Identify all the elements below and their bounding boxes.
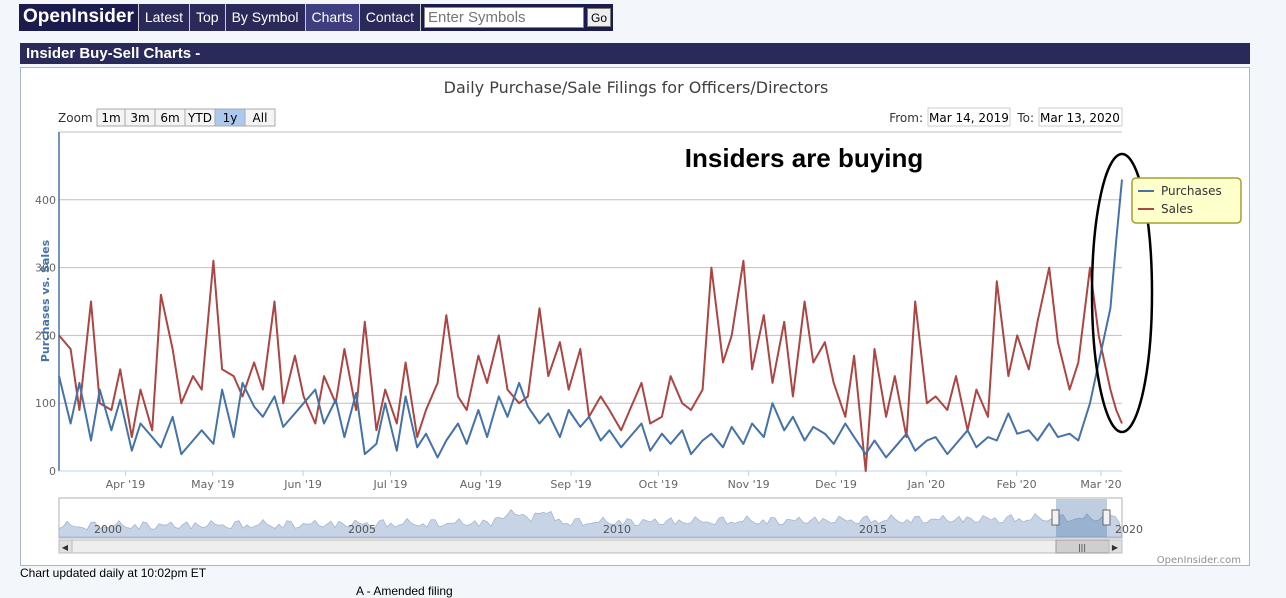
x-tick-label: Oct '19: [639, 478, 679, 491]
zoom-label: Zoom: [58, 111, 93, 125]
chart-credit[interactable]: OpenInsider.com: [1157, 555, 1241, 566]
navigator-year-label: 2015: [859, 523, 887, 536]
zoom-buttons: 1m 3m 6m YTD 1y All: [96, 108, 276, 127]
zoom-button-label: 6m: [160, 111, 179, 125]
navigator-year-label: 2000: [94, 523, 122, 536]
go-button[interactable]: Go: [586, 8, 611, 27]
x-tick-label: Jan '20: [907, 478, 945, 491]
navigator-selection[interactable]: [1056, 499, 1107, 537]
zoom-button-label: All: [253, 111, 268, 125]
series-line-purchases[interactable]: [58, 179, 1123, 459]
chart-title: Daily Purchase/Sale Filings for Officers…: [444, 78, 829, 97]
from-date-value: Mar 14, 2019: [929, 111, 1009, 125]
y-tick-label: 100: [35, 397, 56, 410]
x-tick-label: Nov '19: [728, 478, 770, 491]
y-tick-label: 400: [35, 194, 56, 207]
amended-filing-note: A - Amended filing: [356, 584, 453, 598]
nav-contact[interactable]: Contact: [360, 4, 421, 31]
nav-top[interactable]: Top: [190, 4, 226, 31]
brand-logo[interactable]: OpenInsider: [19, 4, 139, 31]
navigator-right-handle[interactable]: [1102, 509, 1111, 526]
navigator-year-label: 2005: [348, 523, 376, 536]
scroll-right-icon: ▶: [1112, 543, 1119, 552]
symbol-search-input[interactable]: [423, 7, 584, 28]
x-tick-label: Dec '19: [815, 478, 857, 491]
x-tick-label: Jun '19: [283, 478, 322, 491]
top-nav: OpenInsider Latest Top By Symbol Charts …: [19, 4, 613, 31]
legend-sales-label[interactable]: Sales: [1161, 202, 1193, 216]
y-tick-label: 200: [35, 329, 56, 342]
highlight-ellipse: [1090, 152, 1154, 434]
to-date-value: Mar 13, 2020: [1040, 111, 1120, 125]
x-tick-label: Jul '19: [373, 478, 408, 491]
scrollbar-grip-icon: |||: [1078, 543, 1086, 552]
chart-panel: Daily Purchase/Sale Filings for Officers…: [20, 67, 1250, 566]
y-axis-label: Purchases vs. Sales: [39, 239, 52, 362]
series-line-sales[interactable]: [58, 259, 1123, 472]
chart-updated-note: Chart updated daily at 10:02pm ET: [20, 566, 207, 580]
to-label: To:: [1016, 111, 1034, 125]
zoom-button-label: YTD: [187, 111, 212, 125]
navigator-years: 2000 2005 2010 2015 2020: [94, 523, 1143, 536]
zoom-button-label: 1y: [223, 111, 238, 125]
legend: Purchases Sales: [1131, 177, 1242, 224]
chart-svg: Daily Purchase/Sale Filings for Officers…: [35, 78, 1242, 566]
legend-box: [1131, 177, 1242, 224]
nav-charts[interactable]: Charts: [305, 4, 360, 31]
from-label: From:: [889, 111, 923, 125]
nav-latest[interactable]: Latest: [139, 4, 190, 31]
x-tick-label: May '19: [191, 478, 234, 491]
legend-purchases-label[interactable]: Purchases: [1161, 184, 1222, 198]
scroll-left-icon: ◀: [62, 543, 69, 552]
navigator-scrollbar[interactable]: [58, 539, 1123, 554]
nav-by-symbol[interactable]: By Symbol: [226, 4, 306, 31]
series-layer: [58, 179, 1123, 472]
navigator-year-label: 2020: [1115, 523, 1143, 536]
zoom-button-all[interactable]: [244, 108, 276, 127]
insiders-buying-annotation: Insiders are buying: [685, 143, 923, 173]
navigator: 2000 2005 2010 2015 2020 ◀ ||| ▶: [58, 497, 1143, 554]
x-ticks: Apr '19 May '19 Jun '19 Jul '19 Aug '19 Sep '…: [59, 470, 1122, 491]
scroll-right-button[interactable]: [1108, 539, 1123, 554]
section-title: Insider Buy-Sell Charts -: [20, 43, 1250, 64]
x-tick-label: Mar '20: [1080, 478, 1121, 491]
y-ticks: 0 100 200 300 400: [35, 194, 56, 478]
zoom-button-label: 3m: [130, 111, 149, 125]
search-box: Go: [420, 4, 613, 31]
navigator-year-label: 2010: [603, 523, 631, 536]
zoom-button-label: 1m: [101, 111, 120, 125]
y-tick-label: 0: [49, 465, 56, 478]
navigator-left-handle[interactable]: [1051, 509, 1060, 526]
y-tick-label: 300: [35, 262, 56, 275]
x-tick-label: Sep '19: [550, 478, 591, 491]
from-date-input[interactable]: [927, 107, 1011, 127]
x-tick-label: Feb '20: [997, 478, 1037, 491]
x-tick-label: Aug '19: [460, 478, 502, 491]
scroll-left-button[interactable]: [58, 539, 73, 554]
x-tick-label: Apr '19: [106, 478, 146, 491]
navigator-area: [58, 509, 1123, 538]
to-date-input[interactable]: [1038, 107, 1123, 127]
